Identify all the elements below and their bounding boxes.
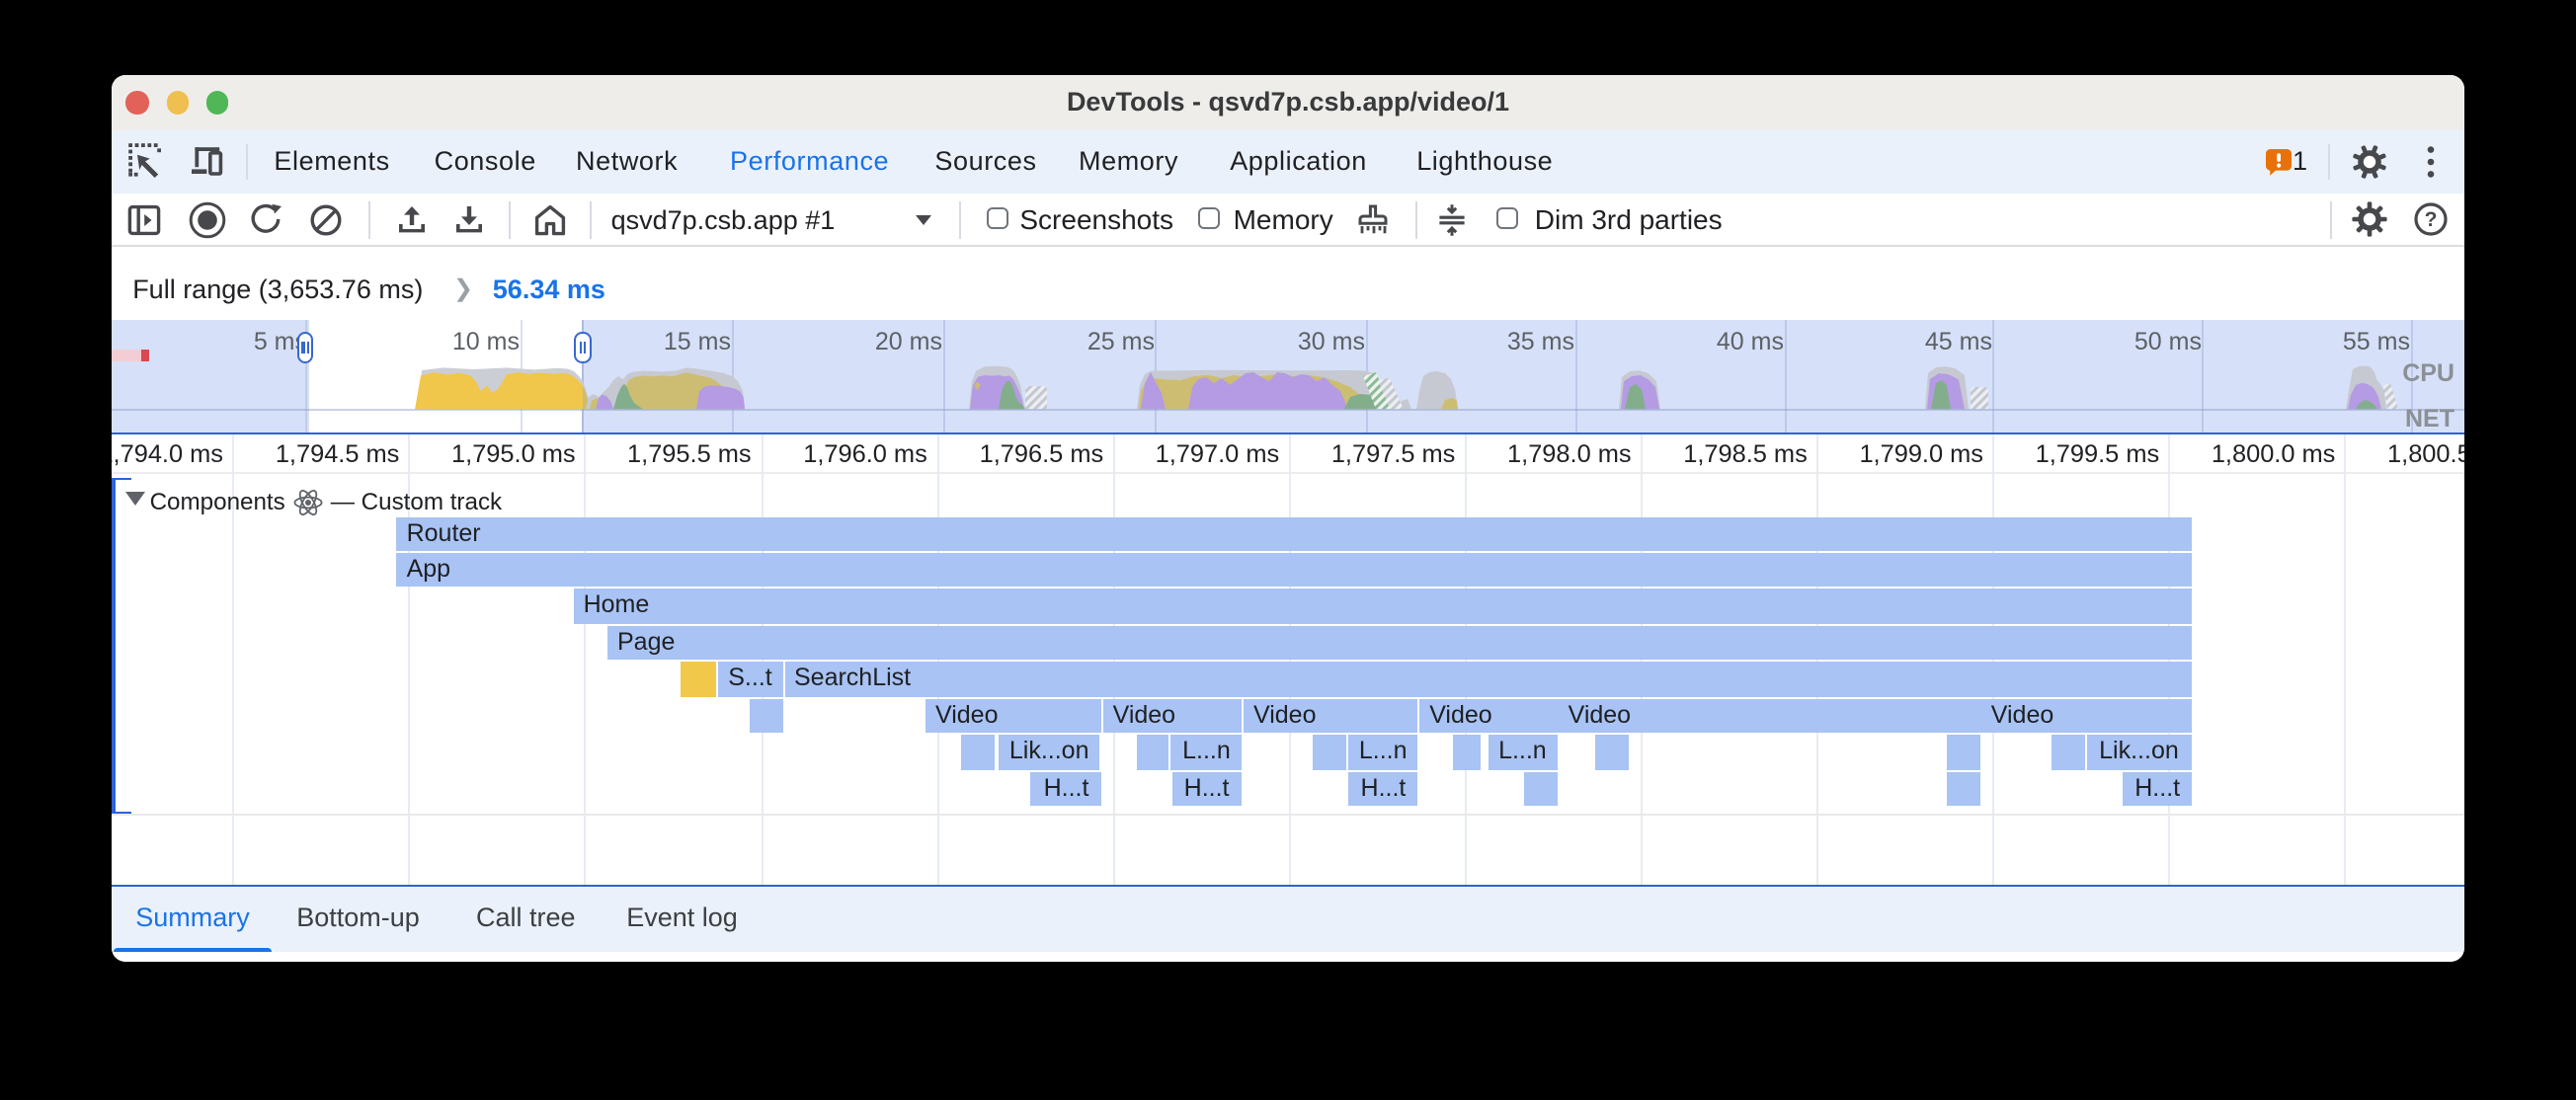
svg-text:?: ? (2424, 209, 2437, 232)
